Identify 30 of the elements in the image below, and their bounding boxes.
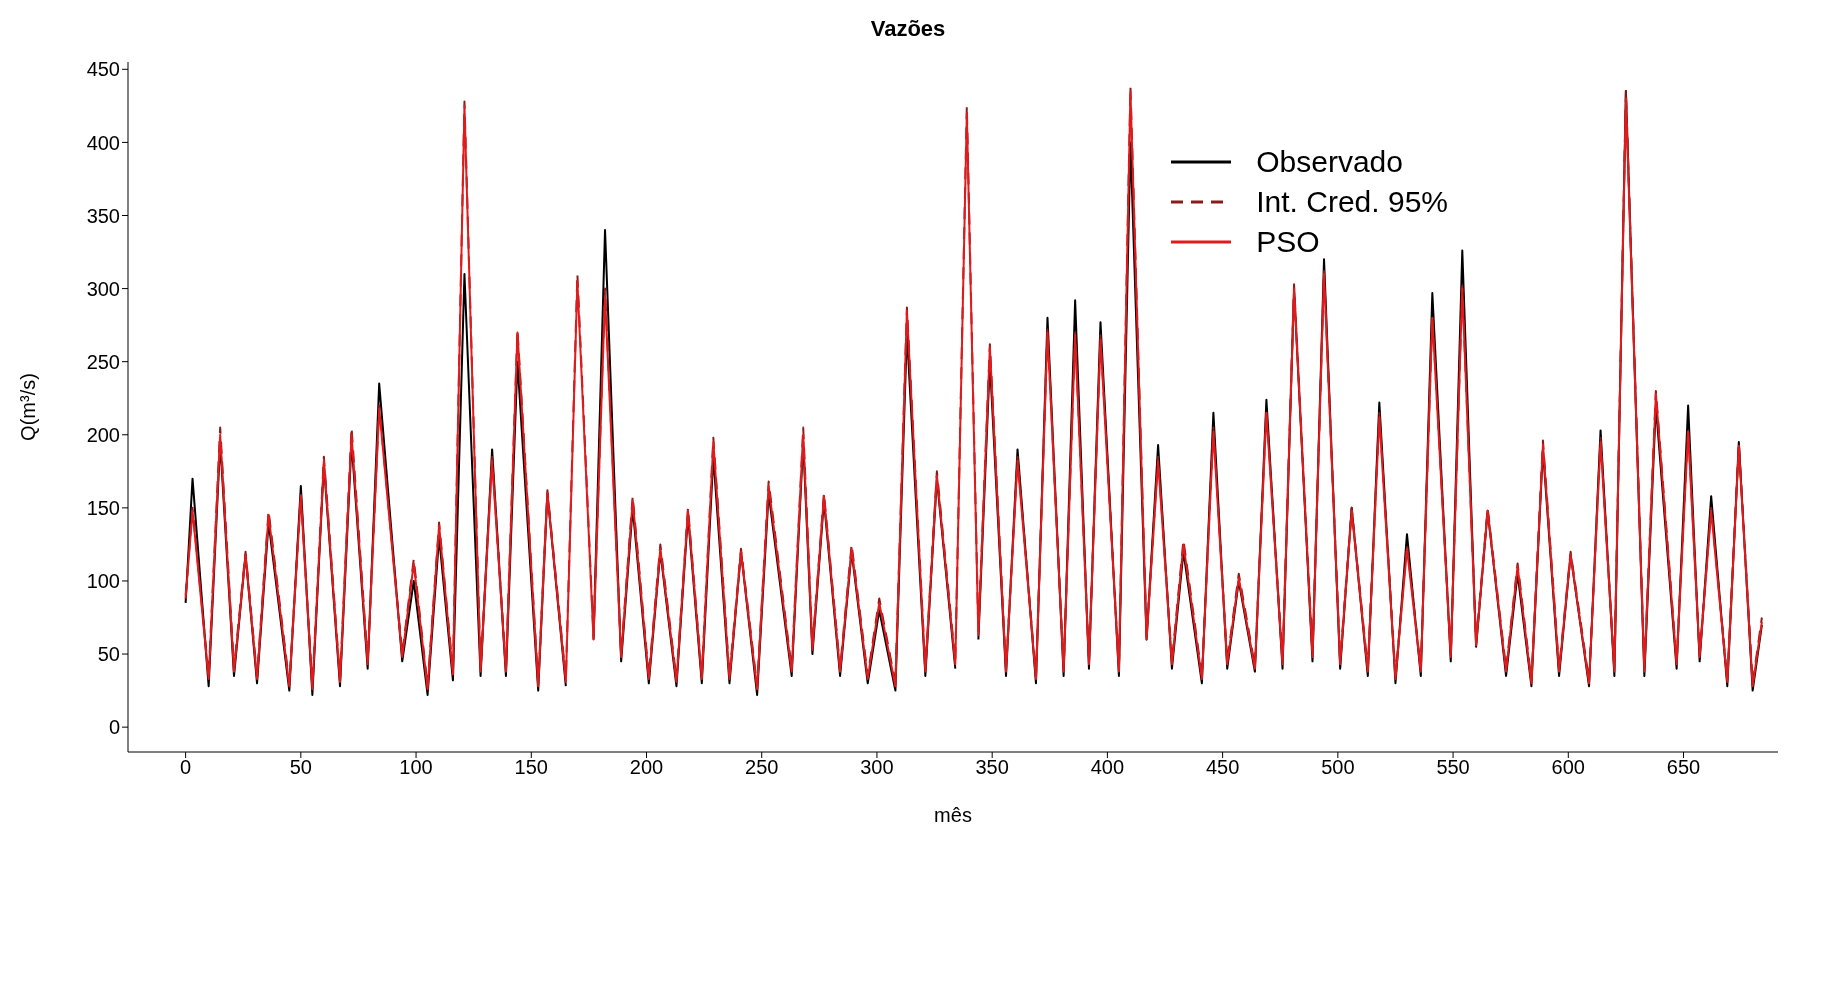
x-tick-label: 300 xyxy=(860,756,894,779)
y-tick-label: 0 xyxy=(108,716,120,739)
y-tick-label: 250 xyxy=(86,350,120,373)
y-tick-label: 50 xyxy=(97,643,120,666)
y-tick-label: 400 xyxy=(86,131,120,154)
y-axis-title: Q(m³/s) xyxy=(17,373,40,441)
y-tick-label: 300 xyxy=(86,277,120,300)
x-tick-label: 650 xyxy=(1666,756,1701,779)
x-tick-label: 600 xyxy=(1551,756,1585,779)
x-tick-label: 450 xyxy=(1205,756,1240,779)
x-tick-label: 150 xyxy=(514,756,548,779)
y-tick-label: 150 xyxy=(86,496,120,519)
x-tick-label: 200 xyxy=(629,756,664,779)
x-tick-label: 400 xyxy=(1090,756,1125,779)
x-tick-label: 100 xyxy=(399,756,433,779)
x-axis-title: mês xyxy=(934,804,972,826)
x-tick-label: 250 xyxy=(745,756,779,779)
chart-title: Vazões xyxy=(869,15,947,43)
legend-label: PSO xyxy=(1256,225,1320,259)
legend-label: Observado xyxy=(1256,145,1403,179)
y-tick-label: 200 xyxy=(86,423,120,446)
y-tick-label: 450 xyxy=(86,58,120,81)
y-tick-label: 350 xyxy=(86,204,120,227)
x-tick-label: 50 xyxy=(289,756,312,779)
x-tick-label: 0 xyxy=(180,756,192,779)
x-tick-label: 350 xyxy=(975,756,1009,779)
legend-label: Int. Cred. 95% xyxy=(1256,185,1448,219)
x-tick-label: 550 xyxy=(1436,756,1470,779)
y-tick-label: 100 xyxy=(86,570,120,593)
x-tick-label: 500 xyxy=(1321,756,1355,779)
